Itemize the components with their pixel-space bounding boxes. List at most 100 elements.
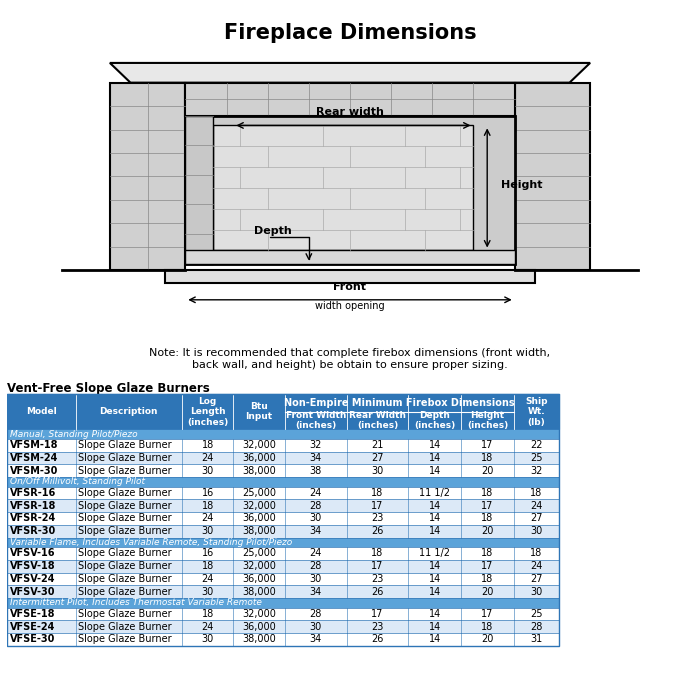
Text: 24: 24 bbox=[530, 561, 542, 571]
Text: Height: Height bbox=[501, 180, 542, 190]
Text: 21: 21 bbox=[371, 440, 384, 450]
Text: 14: 14 bbox=[428, 514, 441, 524]
Text: VFSR-24: VFSR-24 bbox=[10, 514, 56, 524]
Text: Slope Glaze Burner: Slope Glaze Burner bbox=[78, 634, 172, 645]
Text: Intermittent Pilot, Includes Thermostat Variable Remote: Intermittent Pilot, Includes Thermostat … bbox=[10, 598, 262, 608]
Text: Slope Glaze Burner: Slope Glaze Burner bbox=[78, 549, 172, 559]
Bar bbox=[186, 83, 514, 116]
Text: Btu
Input: Btu Input bbox=[246, 402, 273, 421]
Bar bbox=[7, 598, 559, 608]
Bar bbox=[7, 620, 559, 633]
Text: 22: 22 bbox=[530, 440, 542, 450]
Text: VFSR-16: VFSR-16 bbox=[10, 488, 56, 498]
Text: 16: 16 bbox=[202, 488, 214, 498]
Text: 27: 27 bbox=[530, 514, 542, 524]
Text: 18: 18 bbox=[482, 622, 494, 631]
Text: VFSV-18: VFSV-18 bbox=[10, 561, 55, 571]
Text: 28: 28 bbox=[530, 622, 542, 631]
Bar bbox=[186, 116, 514, 264]
Text: VFSM-30: VFSM-30 bbox=[10, 466, 58, 476]
Text: Slope Glaze Burner: Slope Glaze Burner bbox=[78, 574, 172, 584]
Text: 17: 17 bbox=[371, 561, 384, 571]
Text: 17: 17 bbox=[482, 440, 494, 450]
Text: 28: 28 bbox=[309, 500, 322, 511]
Polygon shape bbox=[110, 63, 590, 83]
Text: 18: 18 bbox=[371, 549, 384, 559]
Text: 24: 24 bbox=[530, 500, 542, 511]
Bar bbox=[186, 116, 514, 132]
Bar bbox=[7, 512, 559, 525]
Text: Ship
Wt.
(lb): Ship Wt. (lb) bbox=[525, 397, 547, 427]
Text: 27: 27 bbox=[530, 574, 542, 584]
Text: Slope Glaze Burner: Slope Glaze Burner bbox=[78, 609, 172, 619]
Text: 18: 18 bbox=[482, 488, 494, 498]
Text: 38,000: 38,000 bbox=[242, 587, 276, 596]
Bar bbox=[7, 608, 559, 620]
Text: 20: 20 bbox=[482, 587, 494, 596]
Bar bbox=[7, 547, 559, 560]
Bar bbox=[186, 251, 514, 264]
Text: 32,000: 32,000 bbox=[242, 609, 276, 619]
Text: Height
(inches): Height (inches) bbox=[467, 411, 508, 430]
Text: 23: 23 bbox=[371, 514, 384, 524]
Text: 32: 32 bbox=[530, 466, 542, 476]
Text: 28: 28 bbox=[309, 609, 322, 619]
Text: Description: Description bbox=[99, 407, 158, 416]
Text: 30: 30 bbox=[371, 466, 384, 476]
Text: 25,000: 25,000 bbox=[242, 488, 276, 498]
Text: 36,000: 36,000 bbox=[242, 574, 276, 584]
Text: 24: 24 bbox=[202, 453, 214, 463]
Text: Rear width: Rear width bbox=[316, 107, 384, 117]
Text: 32,000: 32,000 bbox=[242, 500, 276, 511]
Text: 18: 18 bbox=[530, 488, 542, 498]
Bar bbox=[7, 477, 559, 486]
Text: 11 1/2: 11 1/2 bbox=[419, 488, 450, 498]
Bar bbox=[7, 486, 559, 499]
Bar bbox=[514, 83, 590, 270]
Text: 14: 14 bbox=[428, 609, 441, 619]
Text: Front Width
(inches): Front Width (inches) bbox=[286, 411, 346, 430]
Bar bbox=[7, 560, 559, 573]
Bar bbox=[7, 429, 559, 439]
Text: VFSE-18: VFSE-18 bbox=[10, 609, 55, 619]
Text: 20: 20 bbox=[482, 634, 494, 645]
Text: 14: 14 bbox=[428, 466, 441, 476]
Text: Slope Glaze Burner: Slope Glaze Burner bbox=[78, 500, 172, 511]
Text: 25: 25 bbox=[530, 453, 542, 463]
Text: VFSR-18: VFSR-18 bbox=[10, 500, 56, 511]
Text: 31: 31 bbox=[530, 634, 542, 645]
Text: 18: 18 bbox=[202, 561, 214, 571]
Text: 23: 23 bbox=[371, 622, 384, 631]
Text: 14: 14 bbox=[428, 440, 441, 450]
Text: 38: 38 bbox=[309, 466, 322, 476]
Text: 20: 20 bbox=[482, 526, 494, 536]
Text: 36,000: 36,000 bbox=[242, 514, 276, 524]
Text: 30: 30 bbox=[530, 587, 542, 596]
Bar bbox=[7, 525, 559, 538]
Text: 14: 14 bbox=[428, 634, 441, 645]
Text: Depth
(inches): Depth (inches) bbox=[414, 411, 455, 430]
Text: 30: 30 bbox=[202, 587, 214, 596]
Text: 16: 16 bbox=[202, 549, 214, 559]
Bar bbox=[164, 270, 536, 284]
Text: On/Off Millivolt, Standing Pilot: On/Off Millivolt, Standing Pilot bbox=[10, 477, 146, 486]
Text: Non-Empire Minimum Firebox Dimensions: Non-Empire Minimum Firebox Dimensions bbox=[284, 398, 514, 408]
Text: 30: 30 bbox=[309, 514, 322, 524]
Text: Slope Glaze Burner: Slope Glaze Burner bbox=[78, 440, 172, 450]
Text: 34: 34 bbox=[309, 526, 322, 536]
Text: 18: 18 bbox=[482, 549, 494, 559]
Text: 26: 26 bbox=[371, 526, 384, 536]
Text: 14: 14 bbox=[428, 587, 441, 596]
Text: 24: 24 bbox=[202, 574, 214, 584]
Text: 30: 30 bbox=[202, 526, 214, 536]
Text: 18: 18 bbox=[202, 500, 214, 511]
Text: Vent-Free Slope Glaze Burners: Vent-Free Slope Glaze Burners bbox=[7, 382, 210, 395]
Text: 34: 34 bbox=[309, 453, 322, 463]
Text: 30: 30 bbox=[202, 634, 214, 645]
Text: 30: 30 bbox=[309, 574, 322, 584]
Text: 17: 17 bbox=[371, 500, 384, 511]
Text: 28: 28 bbox=[309, 561, 322, 571]
Text: 32,000: 32,000 bbox=[242, 440, 276, 450]
Text: Rear Width
(inches): Rear Width (inches) bbox=[349, 411, 406, 430]
Text: 18: 18 bbox=[482, 574, 494, 584]
